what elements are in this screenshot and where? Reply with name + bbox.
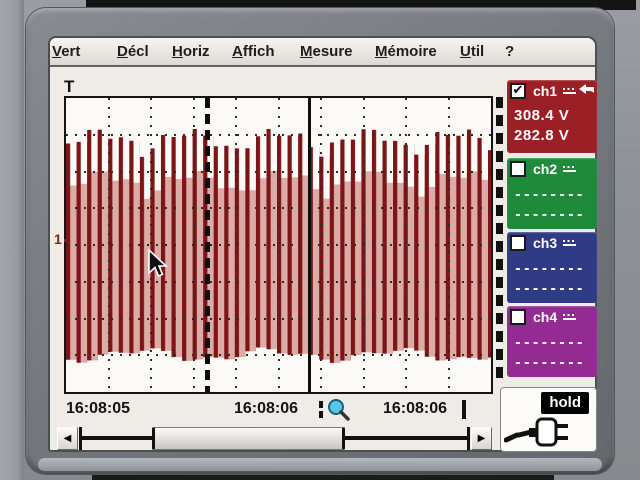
menu-bar: Vert Décl Horiz Affich Mesure Mémoire Ut… bbox=[50, 38, 595, 67]
case-shadow-bottom bbox=[92, 471, 554, 480]
mouse-cursor-icon bbox=[148, 249, 169, 278]
channel-ground-dashed-bar bbox=[496, 97, 503, 378]
time-label-2: 16:08:06 bbox=[234, 400, 299, 417]
menu-item-affich[interactable]: Affich bbox=[232, 43, 275, 60]
dc-coupling-icon bbox=[563, 314, 577, 320]
ch4-label: ch4 bbox=[533, 309, 558, 325]
ch3-label: ch3 bbox=[533, 235, 558, 251]
zoom-icon[interactable] bbox=[327, 398, 351, 422]
probe-hand-icon bbox=[579, 84, 594, 94]
ch3-measure-1: -------- bbox=[514, 262, 585, 277]
channel-panel-ch2[interactable]: ch2 -------- -------- bbox=[507, 158, 597, 229]
channel-panel-ch1[interactable]: ✔ ch1 308.4 V 282.8 V bbox=[507, 80, 597, 153]
hold-indicator[interactable]: hold bbox=[541, 392, 589, 414]
menu-item-vert[interactable]: Vert bbox=[52, 43, 81, 60]
time-cursor-dashed-marker[interactable] bbox=[319, 401, 323, 421]
case-shadow-top bbox=[86, 0, 636, 10]
ch2-measure-1: -------- bbox=[514, 188, 585, 203]
time-label-3: 16:08:06 bbox=[383, 400, 448, 417]
ch4-measure-2: -------- bbox=[514, 356, 585, 371]
ch1-checkbox[interactable]: ✔ bbox=[510, 83, 526, 99]
menu-item-mesure[interactable]: Mesure bbox=[300, 43, 353, 60]
scope-screen: Vert Décl Horiz Affich Mesure Mémoire Ut… bbox=[48, 36, 597, 452]
menu-item-help[interactable]: ? bbox=[505, 43, 515, 60]
trigger-marker-label[interactable]: T bbox=[64, 77, 75, 96]
grid-line-horizontal bbox=[66, 133, 491, 136]
trigger-cursor-line[interactable] bbox=[205, 98, 210, 392]
scrollbar-right-button[interactable]: ▶ bbox=[471, 427, 492, 450]
ch1-measure-2: 282.8 V bbox=[514, 127, 570, 144]
ch4-checkbox[interactable] bbox=[510, 309, 526, 325]
power-plug-icon bbox=[504, 417, 568, 447]
case-edge-left bbox=[0, 0, 24, 480]
channel-panel-ch4[interactable]: ch4 -------- -------- bbox=[507, 306, 597, 377]
menu-item-memoire[interactable]: Mémoire bbox=[375, 43, 437, 60]
ch2-measure-2: -------- bbox=[514, 208, 585, 223]
time-cursor-solid-marker[interactable] bbox=[462, 400, 466, 419]
dc-coupling-icon bbox=[563, 240, 577, 246]
bezel-highlight bbox=[38, 458, 602, 471]
grid-line-horizontal bbox=[66, 244, 491, 246]
menu-item-util[interactable]: Util bbox=[460, 43, 485, 60]
scrollbar-track-cap-right bbox=[467, 427, 470, 450]
ch1-measure-1: 308.4 V bbox=[514, 107, 570, 124]
dc-coupling-icon bbox=[563, 88, 577, 94]
grid-line-horizontal bbox=[66, 317, 491, 320]
ch1-label: ch1 bbox=[533, 83, 558, 99]
scrollbar-track-cap-left bbox=[79, 427, 82, 450]
ch2-label: ch2 bbox=[533, 161, 558, 177]
menu-item-horiz[interactable]: Horiz bbox=[172, 43, 210, 60]
ch2-checkbox[interactable] bbox=[510, 161, 526, 177]
time-cursor-line[interactable] bbox=[308, 98, 311, 392]
status-panel: hold bbox=[500, 387, 597, 452]
menu-item-decl[interactable]: Décl bbox=[117, 43, 149, 60]
scrollbar-thumb[interactable] bbox=[152, 427, 345, 450]
grid-line-horizontal bbox=[66, 354, 491, 357]
ch3-measure-2: -------- bbox=[514, 282, 585, 297]
grid-line-horizontal bbox=[66, 280, 491, 283]
channel1-marker-label: 1 bbox=[54, 231, 62, 247]
time-label-1: 16:08:05 bbox=[66, 400, 131, 417]
dc-coupling-icon bbox=[563, 166, 577, 172]
scrollbar-left-button[interactable]: ◀ bbox=[57, 427, 78, 450]
ch4-measure-1: -------- bbox=[514, 336, 585, 351]
grid-line-horizontal bbox=[66, 207, 491, 210]
grid-line-horizontal bbox=[66, 170, 491, 173]
channel-panel-ch3[interactable]: ch3 -------- -------- bbox=[507, 232, 597, 303]
plot-area[interactable] bbox=[64, 96, 493, 394]
ch3-checkbox[interactable] bbox=[510, 235, 526, 251]
